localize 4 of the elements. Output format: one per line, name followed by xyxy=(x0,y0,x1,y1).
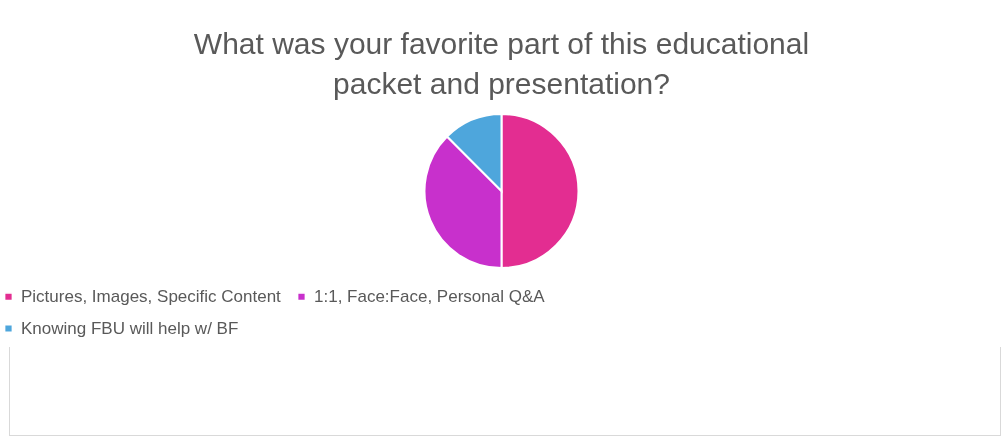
legend-label: Knowing FBU will help w/ BF xyxy=(21,318,239,338)
legend-label: Pictures, Images, Specific Content xyxy=(21,286,282,306)
legend-label: 1:1, Face:Face, Personal Q&A xyxy=(314,286,546,306)
chart-title: What was your favorite part of this educational packet and presentation? xyxy=(193,27,810,100)
